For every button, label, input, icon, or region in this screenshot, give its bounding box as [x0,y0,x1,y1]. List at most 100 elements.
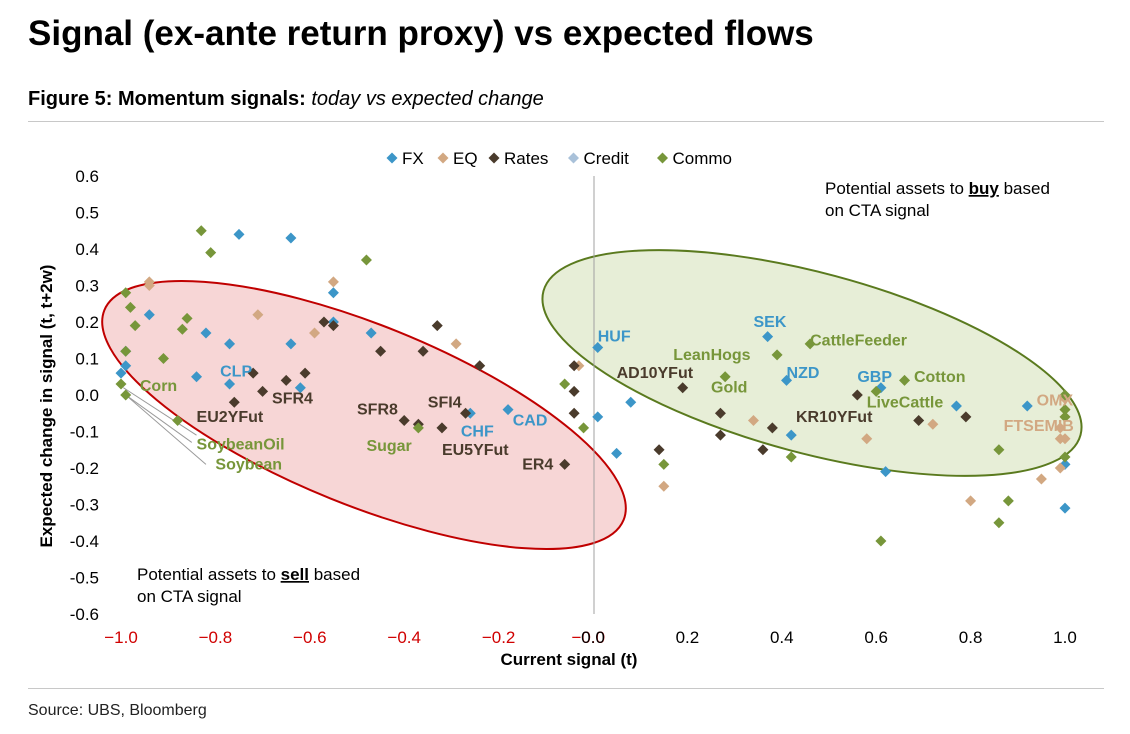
point-commo [1002,495,1014,507]
point-commo [412,422,424,434]
legend-label: FX [402,149,424,168]
point-commo [658,458,670,470]
x-tick-label: −0.2 [482,628,516,647]
point-eq [252,309,264,321]
point-rates [653,444,665,456]
point-commo [181,312,193,324]
point-fx [115,367,127,379]
footer-rule [28,688,1104,689]
y-tick-label: -0.6 [70,605,99,624]
point-fx [285,232,297,244]
point-eq [1054,462,1066,474]
point-commo [785,451,797,463]
y-axis-label: Expected change in signal (t, t+2w) [37,265,56,548]
point-rates [766,422,778,434]
x-tick-label: 0.4 [770,628,794,647]
point-fx [365,327,377,339]
y-tick-label: -0.5 [70,569,99,588]
point-rates [559,458,571,470]
point-label: Soybean [215,456,282,473]
point-commo [719,371,731,383]
y-tick-label: 0.5 [75,204,99,223]
point-rates [436,422,448,434]
point-label: NZD [787,365,820,382]
point-rates [257,385,269,397]
point-rates [568,385,580,397]
x-tick-label: 0.0 [581,628,605,647]
legend-marker-eq [437,152,449,164]
legend-label: Rates [504,149,548,168]
point-fx [191,371,203,383]
point-commo [205,247,217,259]
point-fx [625,396,637,408]
point-label: KR10YFut [796,409,873,426]
point-eq [143,280,155,291]
point-label: HUF [598,329,631,346]
point-label: EU5YFut [442,442,509,459]
legend-label: Credit [584,149,630,168]
buy-annotation-keyword: buy [969,179,1000,198]
buy-ellipse [541,249,1083,477]
point-commo [176,323,188,335]
point-fx [502,404,514,416]
point-label: SFI4 [428,394,462,411]
point-commo [578,422,590,434]
x-tick-label: −0.0 [571,628,605,647]
point-fx [592,342,604,354]
figure-label: Figure 5: Momentum signals: [28,88,306,110]
point-label: CHF [461,424,494,441]
x-tick-label: −0.6 [293,628,327,647]
point-fx [1059,502,1071,514]
label-leader-lines [123,387,207,465]
point-rates [431,320,443,332]
x-tick-label: 1.0 [1053,628,1077,647]
point-label: Gold [711,380,747,397]
source-note: Source: UBS, Bloomberg [28,702,207,719]
y-tick-label: 0.3 [75,277,99,296]
point-fx [143,309,155,321]
point-fx [950,400,962,412]
point-label: SFR4 [272,391,313,408]
sell-ellipse [101,279,627,551]
point-fx [762,331,774,343]
leader-line [125,394,193,443]
point-label: LiveCattle [867,394,944,411]
point-fx [224,378,236,390]
point-fx [611,447,623,459]
point-eq [1054,422,1066,434]
point-label: GBP [857,369,892,386]
buy-annotation-line2: on CTA signal [825,201,930,220]
sell-annotation-line2: on CTA signal [137,587,242,606]
point-label: FTSEMIB [1004,418,1074,435]
y-tick-label: 0.0 [75,386,99,405]
point-fx [285,338,297,350]
point-fx [781,374,793,386]
point-label: Sugar [366,438,411,455]
point-commo [875,535,887,547]
point-rates [677,382,689,394]
legend-label: Commo [673,149,733,168]
point-eq [309,327,321,339]
legend-marker-rates [488,152,500,164]
point-commo [1059,451,1071,463]
point-rates [714,407,726,419]
point-eq [658,480,670,492]
buy-annotation: Potential assets to buy based [825,179,1050,198]
point-commo [120,389,132,401]
point-eq [327,276,339,288]
sell-annotation: Potential assets to sell based [137,565,360,584]
point-rates [568,407,580,419]
data-points [115,225,1071,547]
legend: FX EQ Rates Credit Commo [386,149,733,168]
point-label: Corn [140,378,177,395]
point-fx [592,411,604,423]
leader-line [125,394,207,465]
point-commo [993,444,1005,456]
point-rates [375,345,387,357]
point-rates [714,429,726,441]
x-tick-label: 0.6 [864,628,888,647]
point-fx [880,466,892,478]
point-commo [993,517,1005,529]
point-fx [1021,400,1033,412]
